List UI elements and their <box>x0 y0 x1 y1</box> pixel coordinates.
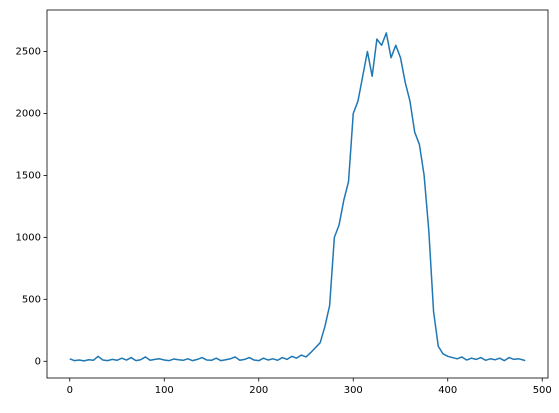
x-tick-label: 500 <box>533 385 552 396</box>
y-tick-label: 500 <box>22 294 41 305</box>
y-tick-label: 1000 <box>16 232 41 243</box>
y-tick-label: 0 <box>35 356 41 367</box>
y-tick-label: 1500 <box>16 170 41 181</box>
x-tick-label: 100 <box>155 385 174 396</box>
x-tick-label: 400 <box>438 385 457 396</box>
x-tick-label: 200 <box>249 385 268 396</box>
x-tick-label: 0 <box>67 385 73 396</box>
line-series <box>69 32 526 362</box>
y-tick-label: 2500 <box>16 47 41 58</box>
x-tick-label: 300 <box>344 385 363 396</box>
y-tick-label: 2000 <box>16 108 41 119</box>
axes-frame <box>46 9 549 379</box>
